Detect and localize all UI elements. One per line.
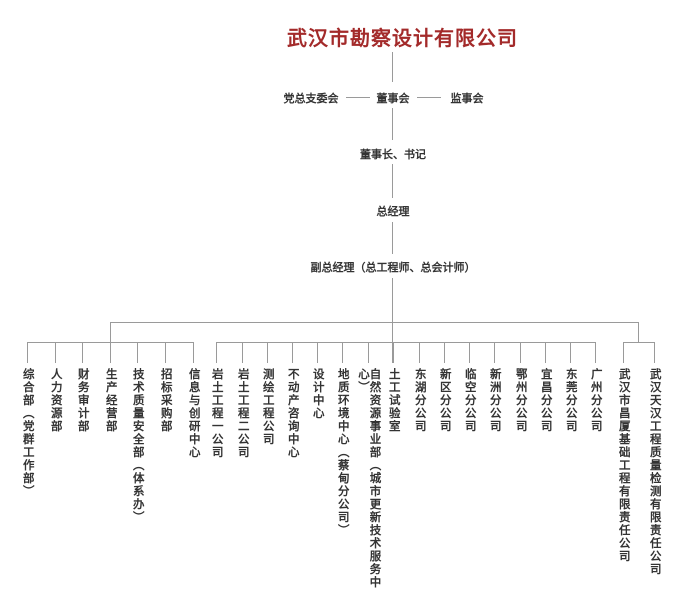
link-line xyxy=(417,97,441,98)
tick-line xyxy=(242,342,243,363)
department-label: 综合部（党群工作部） xyxy=(21,368,36,498)
tick-line xyxy=(292,342,293,363)
subsidiarie-label: 武汉天汉工程质量检测有限责任公司 xyxy=(648,368,663,576)
unit-label: 自然资源事业部（城市更新技术服务中心） xyxy=(357,368,383,589)
tick-line xyxy=(317,342,318,363)
department-label: 技术质量安全部（体系办） xyxy=(131,368,146,524)
group-bar xyxy=(623,342,655,343)
trunk-line xyxy=(392,278,393,363)
unit-label: 岩土工程一公司 xyxy=(210,368,225,459)
tick-line xyxy=(267,342,268,363)
trunk-line xyxy=(392,222,393,254)
tick-line xyxy=(444,342,445,363)
tick-line xyxy=(623,342,624,363)
tick-line xyxy=(419,342,420,363)
link-line xyxy=(346,97,370,98)
unit-label: 临空分公司 xyxy=(463,368,478,433)
unit-label: 宜昌分公司 xyxy=(539,368,554,433)
tick-line xyxy=(82,342,83,363)
trunk-line xyxy=(392,108,393,140)
branch-line xyxy=(638,322,639,342)
unit-label: 岩土工程二公司 xyxy=(236,368,251,459)
company-title: 武汉市勘察设计有限公司 xyxy=(287,26,518,50)
department-label: 招标采购部 xyxy=(159,368,174,433)
tick-line xyxy=(110,342,111,363)
tick-line xyxy=(595,342,596,363)
tick-line xyxy=(342,342,343,363)
subsidiarie-label: 武汉市昌厦基础工程有限责任公司 xyxy=(617,368,632,563)
department-label: 财务审计部 xyxy=(76,368,91,433)
node-deputy-gm: 副总经理（总工程师、总会计师） xyxy=(310,261,476,274)
unit-label: 测绘工程公司 xyxy=(261,368,276,446)
node-party-committee: 党总支委会 xyxy=(283,92,339,105)
tick-line xyxy=(469,342,470,363)
tick-line xyxy=(193,342,194,363)
unit-label: 东湖分公司 xyxy=(413,368,428,433)
tick-line xyxy=(137,342,138,363)
unit-label: 新洲分公司 xyxy=(488,368,503,433)
tick-line xyxy=(27,342,28,363)
department-label: 信息与创研中心 xyxy=(187,368,202,459)
unit-label: 新区分公司 xyxy=(438,368,453,433)
node-chairman: 董事长、书记 xyxy=(360,148,426,161)
branch-line xyxy=(110,322,111,342)
node-board: 董事会 xyxy=(376,92,410,105)
tick-line xyxy=(570,342,571,363)
unit-label: 设计中心 xyxy=(311,368,326,420)
tick-line xyxy=(165,342,166,363)
unit-label: 东莞分公司 xyxy=(564,368,579,433)
unit-label: 鄂州分公司 xyxy=(514,368,529,433)
tick-line xyxy=(520,342,521,363)
node-supervisors: 监事会 xyxy=(450,92,484,105)
tick-line xyxy=(393,342,394,363)
tick-line xyxy=(55,342,56,363)
unit-label: 广州分公司 xyxy=(589,368,604,433)
unit-label: 地质环境中心（蔡甸分公司） xyxy=(336,368,351,537)
main-bar xyxy=(110,322,639,323)
tick-line xyxy=(494,342,495,363)
tick-line xyxy=(216,342,217,363)
trunk-line xyxy=(392,52,393,82)
tick-line xyxy=(545,342,546,363)
node-general-manager: 总经理 xyxy=(376,205,410,218)
trunk-line xyxy=(392,164,393,198)
unit-label: 不动产咨询中心 xyxy=(286,368,301,459)
group-bar xyxy=(216,342,596,343)
department-label: 生产经营部 xyxy=(104,368,119,433)
tick-line xyxy=(368,342,369,363)
unit-label: 土工试验室 xyxy=(387,368,402,433)
tick-line xyxy=(654,342,655,363)
department-label: 人力资源部 xyxy=(49,368,64,433)
